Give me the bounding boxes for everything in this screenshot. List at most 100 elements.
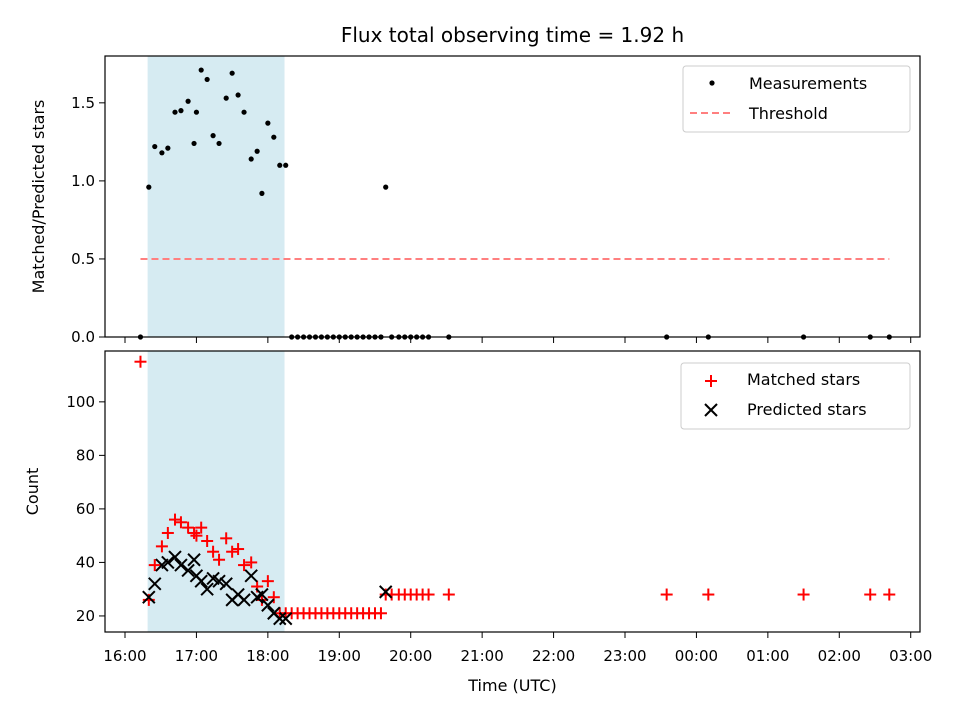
top-y-tick-label: 1.5 bbox=[71, 94, 95, 112]
predicted-star-point bbox=[219, 577, 233, 591]
top-y-tick-label: 1.0 bbox=[71, 172, 95, 190]
top-y-tick-label: 0.0 bbox=[71, 328, 95, 346]
predicted-star-point bbox=[244, 569, 258, 583]
matched-star-point bbox=[161, 526, 174, 539]
matched-star-point bbox=[174, 516, 187, 529]
matched-star-point bbox=[134, 355, 147, 368]
bottom-data-marks bbox=[134, 355, 896, 626]
measurement-point bbox=[152, 143, 158, 150]
matched-star-point bbox=[169, 513, 181, 526]
matched-star-point bbox=[190, 529, 203, 542]
measurement-point bbox=[229, 70, 235, 76]
top-data-marks bbox=[137, 67, 892, 340]
matched-star-point bbox=[155, 540, 168, 553]
measurement-point bbox=[223, 95, 229, 101]
matched-star-point bbox=[188, 526, 201, 539]
measurement-point bbox=[159, 150, 165, 156]
top-legend: Measurements Threshold bbox=[682, 65, 911, 133]
matched-star-point bbox=[182, 521, 195, 534]
x-tick-label: 17:00 bbox=[175, 647, 218, 665]
matched-star-point bbox=[232, 543, 245, 556]
predicted-star-point bbox=[181, 563, 195, 578]
x-tick-label: 01:00 bbox=[746, 647, 789, 665]
measurement-point bbox=[248, 156, 254, 162]
predicted-star-point bbox=[142, 590, 156, 604]
measurement-point bbox=[210, 133, 216, 139]
measurement-point bbox=[383, 184, 389, 190]
bottom-y-tick-label: 40 bbox=[76, 553, 95, 571]
bottom-y-tick-label: 100 bbox=[66, 393, 95, 411]
x-tick-label: 21:00 bbox=[461, 647, 504, 665]
matched-star-point bbox=[207, 545, 220, 558]
measurement-point bbox=[185, 98, 191, 104]
measurement-point bbox=[271, 134, 277, 140]
top-y-axis-label: Matched/Predicted stars bbox=[29, 100, 48, 294]
matched-star-point bbox=[442, 588, 455, 601]
matched-star-point bbox=[261, 575, 274, 588]
x-tick-label: 00:00 bbox=[675, 647, 718, 665]
bottom-y-tick-label: 20 bbox=[76, 607, 95, 625]
measurement-point bbox=[165, 145, 171, 151]
matched-star-point bbox=[374, 607, 387, 620]
measurement-point bbox=[172, 109, 178, 115]
x-tick-label: 23:00 bbox=[603, 647, 646, 665]
matched-star-point bbox=[220, 532, 233, 545]
bottom-legend-box bbox=[680, 362, 911, 430]
x-tick-label: 03:00 bbox=[889, 647, 932, 665]
measurement-point bbox=[193, 109, 200, 115]
top-axes-frame bbox=[104, 55, 921, 338]
matched-star-point bbox=[213, 553, 226, 566]
predicted-star-point bbox=[200, 582, 214, 596]
x-tick-label: 22:00 bbox=[532, 647, 575, 665]
top-shaded-interval bbox=[147, 56, 285, 337]
matched-star-point bbox=[864, 588, 877, 601]
measurement-point bbox=[277, 162, 283, 168]
top-y-tick-label: 0.5 bbox=[71, 250, 95, 268]
bottom-x-ticks: 16:00 17:00 18:00 19:00 20:00 21:00 22:00 23:00… bbox=[103, 632, 932, 665]
matched-star-point bbox=[238, 559, 251, 572]
predicted-star-point bbox=[237, 593, 251, 607]
top-legend-box bbox=[682, 65, 911, 133]
bottom-panel: 20 40 60 80 100 16:00 17:00 18:00 19:00 20:00 21:… bbox=[23, 350, 932, 695]
legend-label-matched-stars: Matched stars bbox=[747, 370, 860, 389]
predicted-star-point bbox=[187, 553, 201, 567]
chart-title: Flux total observing time = 1.92 h bbox=[341, 23, 684, 47]
predicted-star-point bbox=[212, 574, 226, 588]
measurement-point bbox=[146, 184, 152, 190]
predicted-star-point bbox=[279, 611, 293, 626]
legend-marker-predicted-stars bbox=[704, 403, 718, 417]
matched-star-point bbox=[797, 588, 810, 601]
measurement-point bbox=[283, 162, 289, 168]
x-tick-label: 20:00 bbox=[389, 647, 432, 665]
measurement-point bbox=[178, 108, 184, 114]
matched-star-point bbox=[226, 545, 239, 558]
bottom-y-tick-label: 60 bbox=[76, 500, 95, 518]
legend-label-measurements: Measurements bbox=[749, 74, 867, 93]
top-y-ticks: 0.0 0.5 1.0 1.5 bbox=[71, 94, 105, 346]
matched-star-point bbox=[148, 559, 161, 572]
legend-label-predicted-stars: Predicted stars bbox=[747, 400, 867, 419]
x-tick-label: 02:00 bbox=[818, 647, 861, 665]
predicted-star-point bbox=[168, 550, 182, 564]
measurement-point bbox=[191, 140, 197, 147]
bottom-axes-frame bbox=[104, 350, 921, 633]
measurement-point bbox=[265, 120, 271, 126]
bottom-y-ticks: 20 40 60 80 100 bbox=[66, 393, 105, 625]
measurement-point bbox=[198, 67, 204, 73]
measurement-point bbox=[254, 148, 260, 154]
measurement-point bbox=[216, 140, 222, 147]
predicted-star-point bbox=[379, 585, 393, 599]
x-tick-label: 19:00 bbox=[318, 647, 361, 665]
matched-star-point bbox=[267, 591, 280, 604]
predicted-star-point bbox=[255, 587, 269, 602]
legend-marker-measurements bbox=[709, 80, 715, 86]
matched-star-point bbox=[422, 588, 435, 601]
x-tick-label: 18:00 bbox=[246, 647, 289, 665]
measurement-point bbox=[259, 190, 265, 196]
top-x-ticks bbox=[124, 337, 912, 343]
predicted-star-point bbox=[161, 555, 175, 570]
x-tick-label: 16:00 bbox=[103, 647, 146, 665]
measurement-point bbox=[235, 92, 241, 98]
matched-star-point bbox=[883, 588, 896, 601]
